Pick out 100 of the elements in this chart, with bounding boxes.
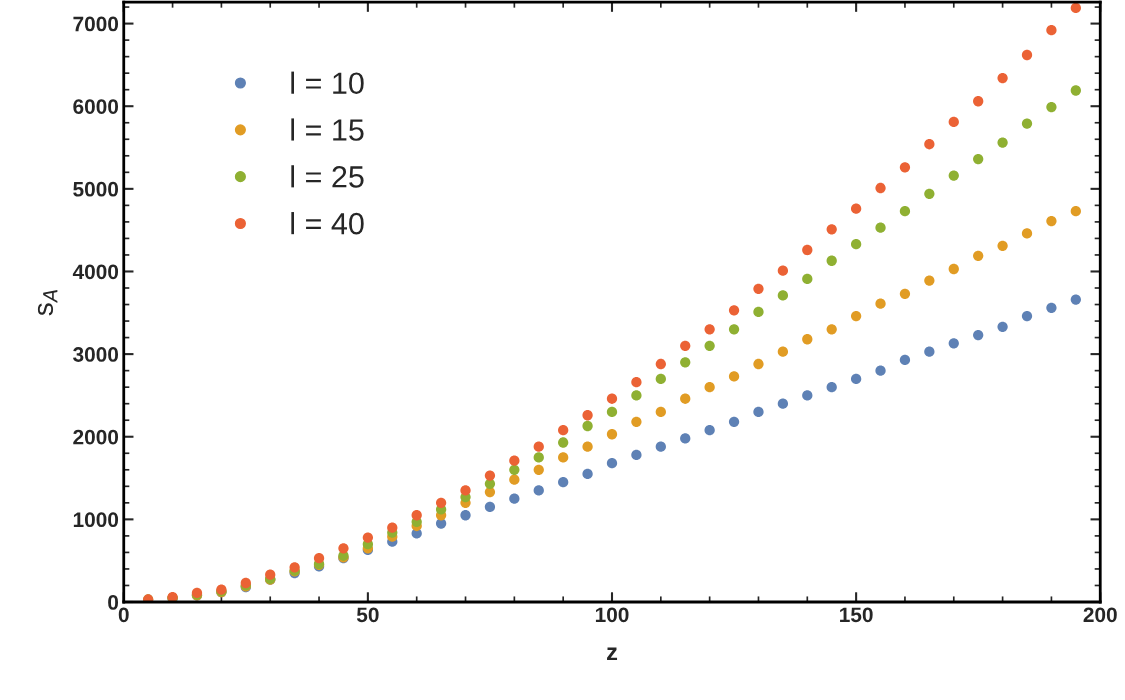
point xyxy=(704,424,715,436)
point xyxy=(875,222,886,233)
point xyxy=(753,406,764,418)
point xyxy=(533,464,544,475)
point xyxy=(435,497,447,508)
y-axis-title: s$_{A}$ xyxy=(37,290,58,316)
point xyxy=(606,406,618,418)
point xyxy=(606,458,618,469)
y-tick-label: 3000 xyxy=(73,347,119,362)
point xyxy=(924,275,935,286)
point xyxy=(1070,294,1081,305)
point xyxy=(1021,228,1033,239)
point xyxy=(924,139,935,150)
point xyxy=(1070,206,1081,217)
point xyxy=(1046,25,1057,36)
point xyxy=(533,485,544,496)
point xyxy=(313,553,325,564)
point xyxy=(582,468,593,480)
point xyxy=(704,340,715,351)
point xyxy=(850,239,862,250)
point xyxy=(1021,118,1033,129)
point xyxy=(948,263,959,275)
point xyxy=(533,441,544,452)
point xyxy=(558,452,569,463)
point xyxy=(533,452,544,463)
point xyxy=(704,324,715,335)
x-tick-label: 100 xyxy=(595,607,629,623)
point xyxy=(655,406,666,418)
point xyxy=(1070,2,1081,14)
point xyxy=(606,393,618,404)
point xyxy=(460,485,471,496)
point xyxy=(802,334,813,345)
point xyxy=(680,340,691,351)
point xyxy=(631,416,642,428)
point xyxy=(265,569,276,580)
point xyxy=(509,474,520,485)
point xyxy=(509,455,520,466)
point xyxy=(777,346,789,357)
point xyxy=(484,470,496,481)
point xyxy=(753,358,764,370)
point xyxy=(973,96,984,107)
point xyxy=(680,433,691,444)
x-axis-title: z xyxy=(607,647,618,661)
point xyxy=(582,441,593,452)
point xyxy=(509,464,520,475)
point xyxy=(802,390,813,401)
point xyxy=(899,288,911,299)
point xyxy=(460,510,471,521)
point xyxy=(924,188,935,199)
point xyxy=(802,273,813,285)
y-tick-label: 1000 xyxy=(73,512,119,528)
point xyxy=(704,382,715,393)
point xyxy=(948,116,959,128)
point xyxy=(802,244,813,256)
point xyxy=(826,255,837,266)
point xyxy=(997,240,1008,252)
point xyxy=(728,305,740,316)
point xyxy=(411,510,422,521)
y-tick-label: 0 xyxy=(108,595,119,610)
point xyxy=(826,224,837,235)
point xyxy=(826,324,837,335)
point xyxy=(558,424,569,436)
x-tick-label: 200 xyxy=(1083,607,1117,623)
point xyxy=(777,265,789,276)
point xyxy=(899,206,911,217)
point xyxy=(680,393,691,404)
legend-label: l = 10 xyxy=(291,71,364,95)
point xyxy=(582,410,593,421)
x-tick-label: 50 xyxy=(356,607,379,623)
point xyxy=(948,338,959,349)
y-tick-label: 5000 xyxy=(73,181,119,197)
point xyxy=(631,449,642,461)
point xyxy=(655,358,666,370)
x-tick-label: 150 xyxy=(840,607,873,623)
point xyxy=(973,329,984,341)
point xyxy=(875,182,886,194)
point xyxy=(338,543,349,554)
point xyxy=(997,137,1008,148)
point xyxy=(875,298,886,309)
point xyxy=(509,493,520,504)
point xyxy=(558,477,569,488)
point xyxy=(558,437,569,448)
point xyxy=(631,377,642,388)
point xyxy=(777,398,789,409)
legend-label: l = 25 xyxy=(291,165,364,188)
point xyxy=(362,532,374,543)
y-tick-label: 6000 xyxy=(73,99,119,114)
point xyxy=(1046,215,1057,227)
point xyxy=(582,420,593,432)
point xyxy=(924,346,935,357)
point xyxy=(850,203,862,214)
point xyxy=(875,365,886,376)
point xyxy=(753,306,764,318)
point xyxy=(826,382,837,393)
point xyxy=(850,310,862,322)
point xyxy=(973,153,984,165)
y-tick-label: 7000 xyxy=(73,16,119,32)
y-tick-label: 4000 xyxy=(72,264,119,280)
point xyxy=(728,416,740,428)
legend-label: l = 40 xyxy=(291,212,364,235)
